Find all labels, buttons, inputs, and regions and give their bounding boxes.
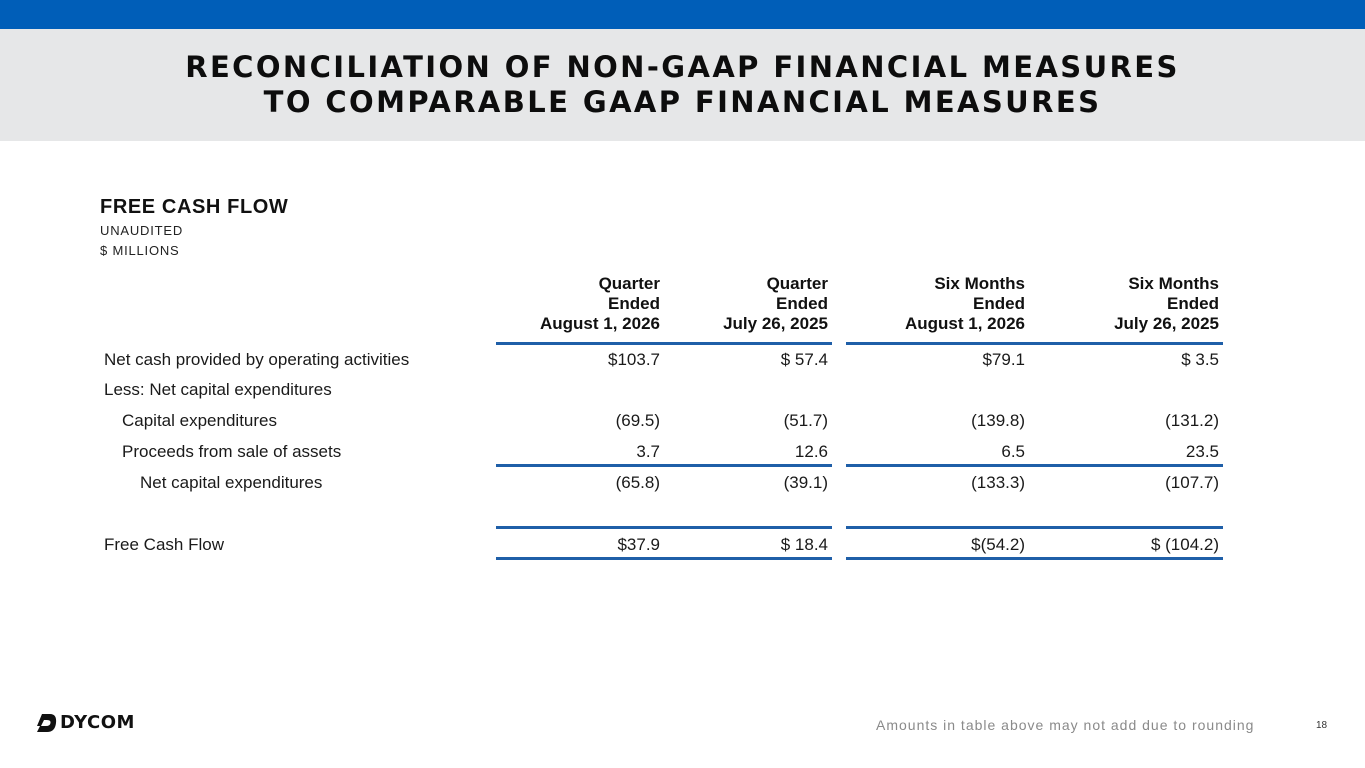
logo-wordmark: DYCOM xyxy=(60,712,135,733)
table-cell: (65.8) xyxy=(615,473,660,492)
table-cell: $ 18.4 xyxy=(780,535,828,554)
total-bottom-rule-six-months xyxy=(846,557,1223,560)
header-rule-six-months xyxy=(846,342,1223,345)
table-cell: (51.7) xyxy=(783,411,828,430)
page-title-line-1: RECONCILIATION OF NON-GAAP FINANCIAL MEA… xyxy=(185,50,1180,84)
column-header-line: Quarter xyxy=(766,274,828,293)
title-band: RECONCILIATION OF NON-GAAP FINANCIAL MEA… xyxy=(0,29,1365,141)
row-label-less-net-capex: Less: Net capital expenditures xyxy=(104,380,332,399)
column-header-6m-2025: Six Months Ended July 26, 2025 xyxy=(1114,274,1219,334)
header-rule-quarter xyxy=(496,342,832,345)
dycom-logo-icon xyxy=(37,713,57,732)
table-cell: (131.2) xyxy=(1165,411,1219,430)
table-cell: (69.5) xyxy=(615,411,660,430)
column-header-q-2025: Quarter Ended July 26, 2025 xyxy=(723,274,828,334)
table-cell: $ (104.2) xyxy=(1150,535,1219,554)
subtotal-rule-quarter xyxy=(496,464,832,467)
section-subtitle-unaudited: UNAUDITED xyxy=(100,223,184,238)
table-cell: $103.7 xyxy=(608,350,660,369)
column-header-line: Ended xyxy=(973,294,1025,313)
table-cell: 3.7 xyxy=(636,442,660,461)
row-label-proceeds-sale-assets: Proceeds from sale of assets xyxy=(122,442,342,461)
table-cell: $ 57.4 xyxy=(780,350,828,369)
company-logo: DYCOM xyxy=(36,712,135,733)
column-header-q-2026: Quarter Ended August 1, 2026 xyxy=(540,274,660,334)
column-header-line: Ended xyxy=(608,294,660,313)
row-label-net-capex-total: Net capital expenditures xyxy=(140,473,323,492)
table-cell: 23.5 xyxy=(1185,442,1219,461)
page-title-line-2: TO COMPARABLE GAAP FINANCIAL MEASURES xyxy=(263,85,1102,119)
top-accent-bar xyxy=(0,0,1365,29)
row-label-free-cash-flow: Free Cash Flow xyxy=(104,535,224,554)
column-header-line: Ended xyxy=(1167,294,1219,313)
page-number: 18 xyxy=(1316,720,1328,731)
column-header-line: August 1, 2026 xyxy=(905,314,1025,333)
total-bottom-rule-quarter xyxy=(496,557,832,560)
column-header-6m-2026: Six Months Ended August 1, 2026 xyxy=(905,274,1025,334)
column-header-line: Six Months xyxy=(934,274,1025,293)
table-cell: (139.8) xyxy=(971,411,1025,430)
rounding-footnote: Amounts in table above may not add due t… xyxy=(876,717,1255,733)
table-cell: 12.6 xyxy=(794,442,828,461)
row-label-capital-expenditures: Capital expenditures xyxy=(122,411,277,430)
column-header-line: July 26, 2025 xyxy=(1114,314,1219,333)
table-cell: $79.1 xyxy=(982,350,1025,369)
section-title: FREE CASH FLOW xyxy=(100,196,289,218)
column-header-line: August 1, 2026 xyxy=(540,314,660,333)
section-subtitle-units: $ MILLIONS xyxy=(100,243,180,258)
total-top-rule-quarter xyxy=(496,526,832,529)
total-top-rule-six-months xyxy=(846,526,1223,529)
table-cell: 6.5 xyxy=(1001,442,1025,461)
column-header-line: Ended xyxy=(776,294,828,313)
column-header-line: Six Months xyxy=(1128,274,1219,293)
table-cell: (107.7) xyxy=(1165,473,1219,492)
row-label-operating-cash: Net cash provided by operating activitie… xyxy=(104,350,410,369)
table-cell: $(54.2) xyxy=(971,535,1025,554)
table-cell: (133.3) xyxy=(971,473,1025,492)
table-cell: $ 3.5 xyxy=(1181,350,1219,369)
table-cell: $37.9 xyxy=(617,535,660,554)
column-header-line: July 26, 2025 xyxy=(723,314,828,333)
subtotal-rule-six-months xyxy=(846,464,1223,467)
column-header-line: Quarter xyxy=(598,274,660,293)
table-cell: (39.1) xyxy=(783,473,828,492)
